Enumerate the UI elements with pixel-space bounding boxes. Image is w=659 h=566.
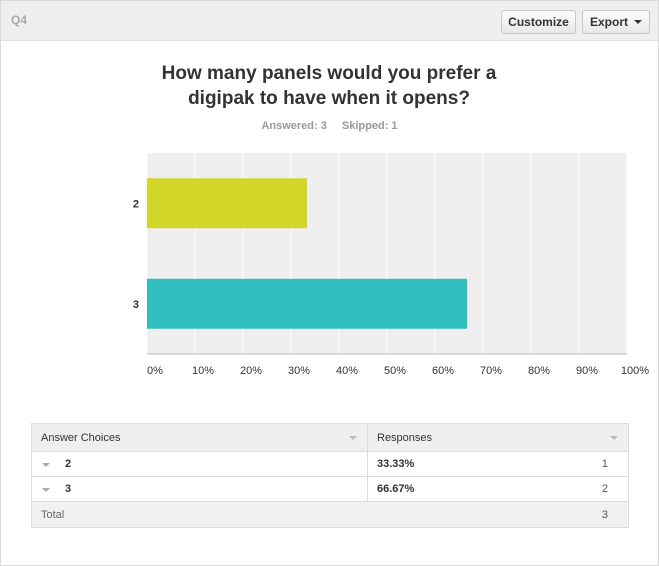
total-cell: Total 3 (31, 501, 629, 528)
table-row: 3 66.67% 2 (31, 476, 629, 502)
chevron-down-icon (634, 20, 642, 24)
sort-icon (349, 436, 357, 440)
total-row: Total 3 (31, 501, 629, 528)
bar-chart: 0% 10% 20% 30% 40% 50% 60% 70% 80% 90% 100% 2 3 (133, 153, 649, 377)
question-header: Q4 Customize Export (1, 1, 658, 41)
question-number: Q4 (11, 13, 28, 27)
expand-icon[interactable] (42, 488, 50, 492)
responses-table: Answer Choices Responses 2 33.33% 1 3 (31, 423, 629, 528)
table-row: 2 33.33% 1 (31, 451, 629, 477)
response-stats: Answered: 3 Skipped: 1 (1, 120, 658, 132)
x-tick-label: 20% (240, 365, 262, 377)
response-cell: 66.67% 2 (367, 476, 629, 502)
x-tick-label: 0% (147, 365, 163, 377)
sort-icon (610, 436, 618, 440)
answered-count: Answered: 3 (261, 120, 327, 132)
export-label: Export (589, 15, 628, 29)
customize-button[interactable]: Customize (501, 10, 576, 34)
y-tick-label: 3 (133, 299, 139, 311)
x-tick-label: 100% (621, 365, 649, 377)
expand-icon[interactable] (42, 463, 50, 467)
x-tick-label: 90% (576, 365, 598, 377)
y-tick-label: 2 (133, 198, 139, 210)
x-tick-label: 60% (432, 365, 454, 377)
x-tick-label: 80% (528, 365, 550, 377)
question-title: How many panels would you prefer a digip… (101, 61, 557, 111)
x-tick-label: 70% (480, 365, 502, 377)
table-header-row: Answer Choices Responses (31, 423, 629, 452)
bar (147, 178, 307, 229)
x-tick-label: 10% (192, 365, 214, 377)
export-button[interactable]: Export (582, 10, 650, 34)
x-tick-label: 40% (336, 365, 358, 377)
skipped-count: Skipped: 1 (341, 120, 398, 132)
choice-cell: 3 (31, 476, 368, 502)
answer-choices-header[interactable]: Answer Choices (31, 423, 368, 452)
question-title-line2: digipak to have when it opens? (188, 88, 470, 109)
choice-cell: 2 (31, 451, 368, 477)
question-title-line1: How many panels would you prefer a (161, 63, 497, 84)
response-cell: 33.33% 1 (367, 451, 629, 477)
responses-header[interactable]: Responses (367, 423, 629, 452)
x-tick-label: 50% (384, 365, 406, 377)
x-tick-label: 30% (288, 365, 310, 377)
bar (147, 278, 468, 329)
